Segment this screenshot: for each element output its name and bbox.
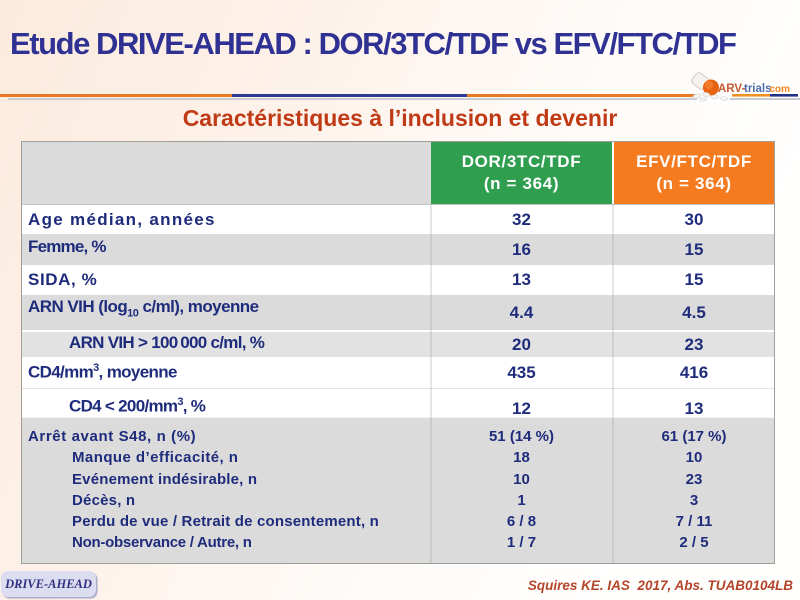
svg-text:trials: trials — [744, 83, 772, 95]
svg-text:ARV-: ARV- — [718, 83, 745, 95]
svg-text:com: com — [770, 84, 791, 95]
